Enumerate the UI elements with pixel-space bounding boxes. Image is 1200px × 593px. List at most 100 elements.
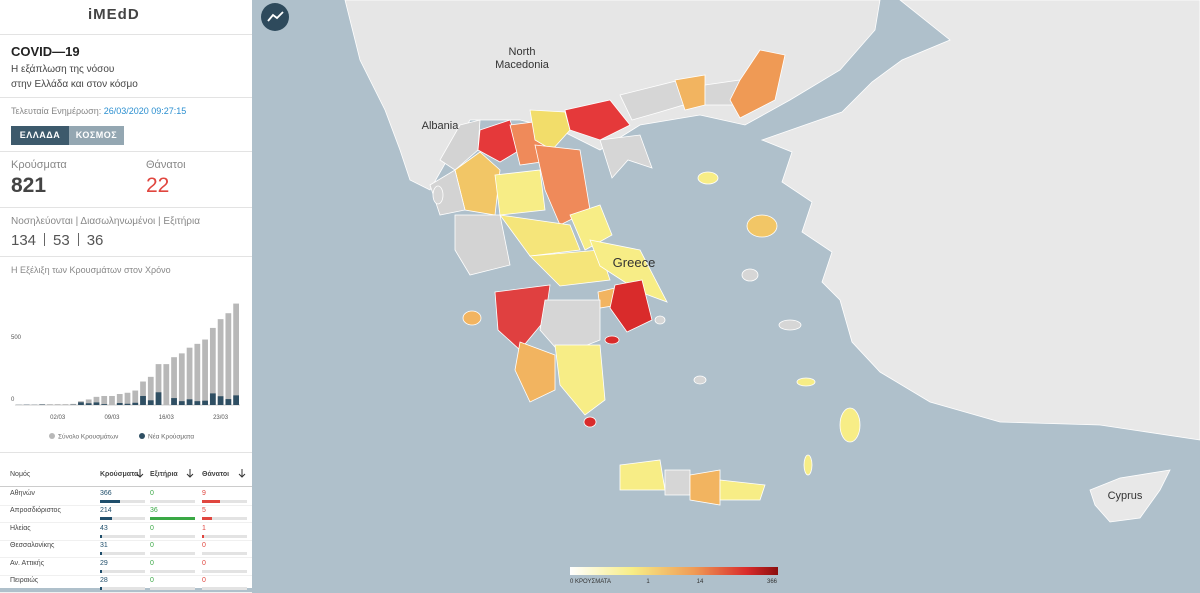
bar-track (100, 535, 145, 538)
island (742, 269, 758, 281)
cases-label: Κρούσματα (11, 159, 67, 171)
cases-value: 821 (11, 174, 46, 198)
column-header: Εξιτήρια (150, 471, 178, 478)
bar (140, 396, 146, 405)
x-tick-label: 02/03 (50, 415, 66, 421)
bar-track (100, 587, 145, 590)
update-label: Τελευταία Ενημέρωση: (11, 106, 101, 116)
bar (101, 396, 107, 405)
row-rule (0, 540, 252, 541)
island (605, 336, 619, 344)
bar (125, 404, 131, 405)
hospitalized: 134 (11, 232, 36, 249)
column-header: Κρούσματα (100, 471, 138, 478)
legend-label: Νέα Κρούσματα (148, 433, 194, 441)
bar (55, 404, 61, 405)
bar (63, 404, 69, 405)
island (655, 316, 665, 324)
row-rule (0, 522, 252, 523)
legend-swatch (139, 433, 145, 439)
sort-arrow (186, 468, 194, 478)
bar (47, 404, 53, 405)
intubated: 53 (53, 232, 70, 249)
country-label: Macedonia (495, 59, 550, 71)
island (694, 376, 706, 384)
bar-track (150, 587, 195, 590)
bar (171, 357, 177, 405)
bar (171, 398, 177, 405)
cell-value: 0 (150, 577, 154, 584)
deaths-value: 22 (146, 174, 169, 198)
cell-value: 0 (202, 577, 206, 584)
y-tick-label: 500 (11, 335, 22, 341)
y-tick-label: 0 (11, 397, 15, 403)
bar-track (202, 587, 247, 590)
legend-label: Σύνολο Κρουσμάτων (58, 433, 118, 441)
cell-value: 214 (100, 507, 112, 514)
divider (0, 151, 252, 152)
bar-track (100, 570, 145, 573)
cell-value: 36 (150, 507, 158, 514)
deaths-label: Θάνατοι (146, 159, 186, 171)
cell-value: 43 (100, 525, 108, 532)
island (463, 311, 481, 325)
logo[interactable]: iMEdD (88, 6, 140, 23)
bar (194, 344, 200, 405)
cell-value: 29 (100, 560, 108, 567)
separator (44, 233, 45, 246)
tab-world[interactable]: ΚΟΣΜΟΣ (69, 126, 124, 145)
region (665, 470, 690, 495)
bar-track (150, 500, 195, 503)
bar (179, 401, 185, 405)
bar (233, 395, 239, 405)
hospital-label: Νοσηλεύονται | Διασωληνωμένοι | Εξιτήρια (11, 216, 200, 227)
divider (0, 34, 252, 35)
bar (225, 313, 231, 405)
bar-track (100, 517, 145, 520)
bar (101, 404, 107, 405)
bar (187, 399, 193, 405)
bar (100, 570, 102, 573)
separator (78, 233, 79, 246)
bar (125, 393, 131, 405)
bar (86, 403, 92, 405)
row-rule (0, 557, 252, 558)
bar (218, 319, 224, 405)
divider (0, 207, 252, 208)
island (433, 186, 443, 204)
bar-track (202, 500, 247, 503)
island (698, 172, 718, 184)
cell-value: 0 (150, 542, 154, 549)
tab-greece[interactable]: ΕΛΛΑΔΑ (11, 126, 69, 145)
cell-value: 28 (100, 577, 108, 584)
x-tick-label: 09/03 (104, 415, 120, 421)
column-header: Θάνατοι (202, 471, 229, 478)
region (690, 470, 720, 505)
row-rule (0, 575, 252, 576)
bar (194, 401, 200, 405)
bar-track (150, 552, 195, 555)
bar (202, 500, 220, 503)
bar-track (100, 500, 145, 503)
divider (0, 97, 252, 98)
bar (100, 552, 102, 555)
bar (132, 403, 138, 405)
bar (179, 353, 185, 405)
legend-tick-label: 14 (697, 579, 704, 585)
cell-value: 5 (202, 507, 206, 514)
bar (109, 396, 115, 405)
bar (156, 392, 162, 405)
bar (117, 403, 123, 405)
bar (100, 587, 102, 590)
island (797, 378, 815, 386)
country-label: Greece (613, 255, 656, 270)
cell-value: 0 (202, 542, 206, 549)
cell-value: 366 (100, 490, 112, 497)
header-rule (0, 486, 252, 487)
sidebar: iMEdD COVID—19 Η εξάπλωση της νόσου στην… (0, 0, 253, 588)
bar (202, 535, 204, 538)
